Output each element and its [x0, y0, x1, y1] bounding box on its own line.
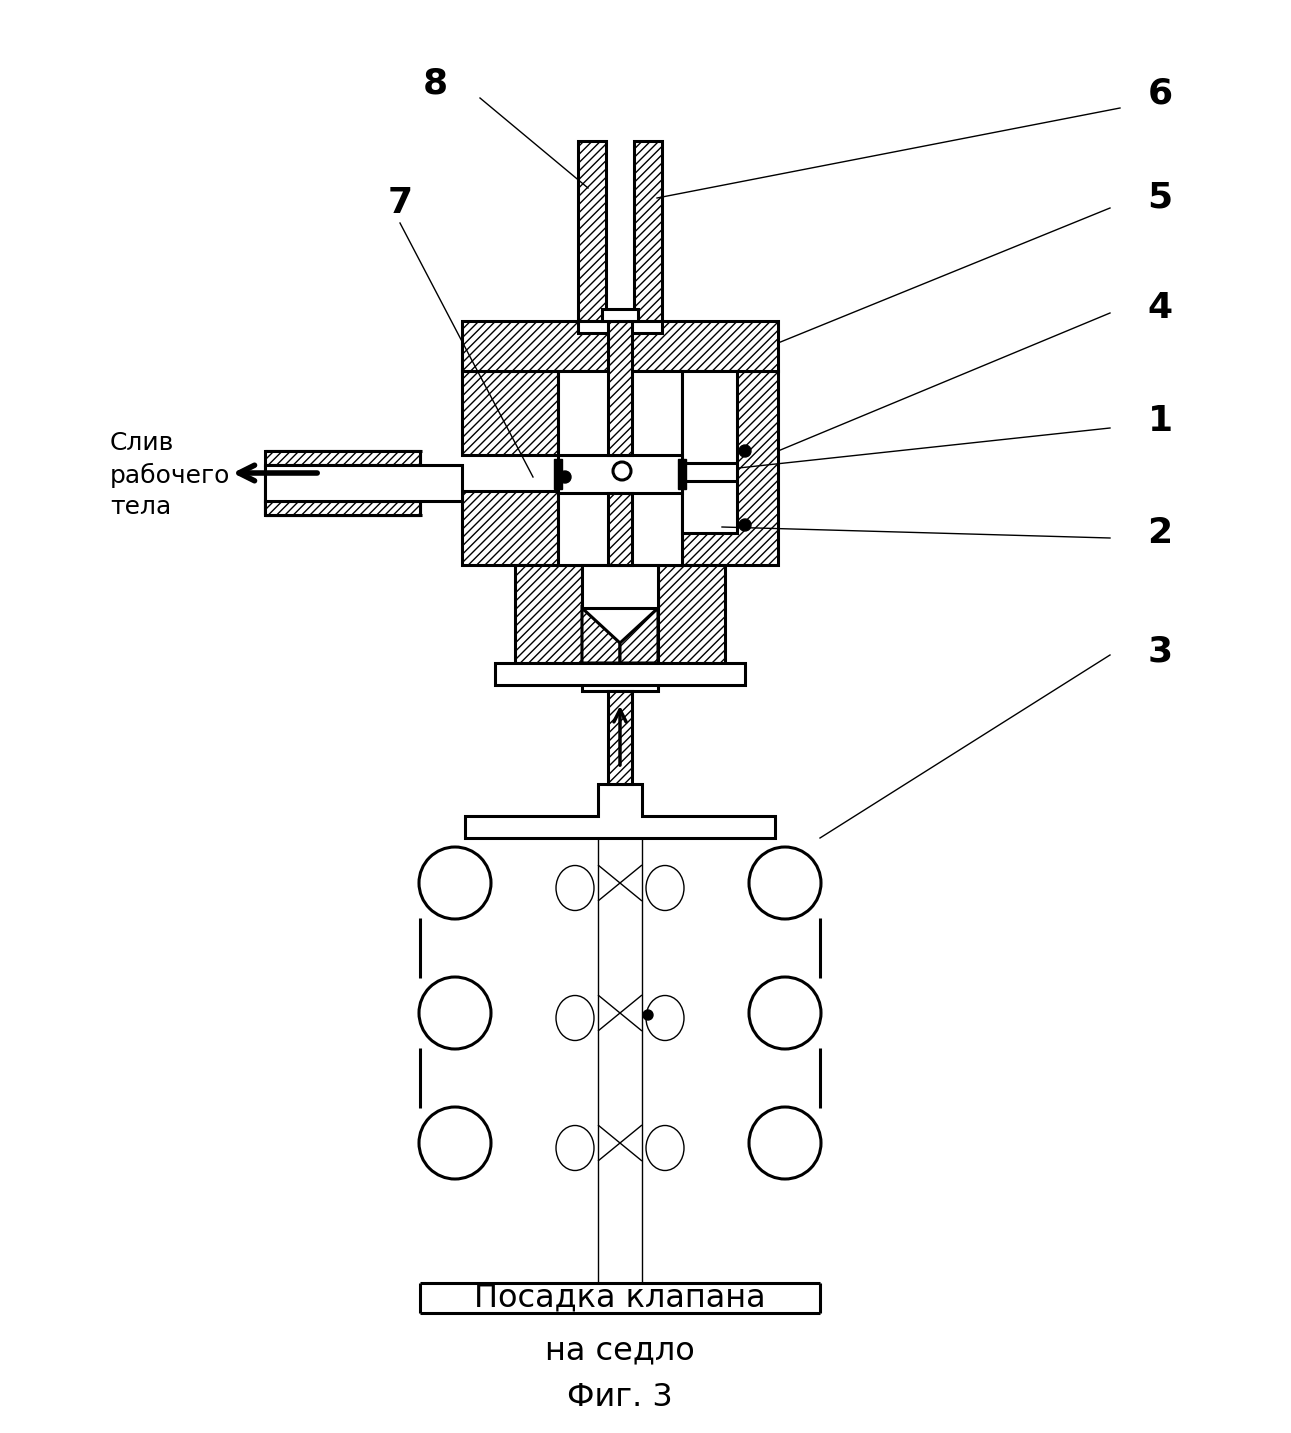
Bar — [602, 310, 638, 321]
Circle shape — [643, 1010, 653, 1020]
Bar — [265, 451, 420, 464]
Ellipse shape — [556, 996, 594, 1040]
Bar — [554, 459, 562, 489]
Ellipse shape — [556, 866, 594, 910]
Text: Фиг. 3: Фиг. 3 — [567, 1383, 673, 1413]
Bar — [582, 663, 658, 691]
Ellipse shape — [556, 1125, 594, 1171]
Text: 5: 5 — [1148, 181, 1172, 215]
Bar — [462, 321, 778, 371]
Text: 1: 1 — [1148, 404, 1172, 438]
Bar — [515, 565, 582, 663]
Bar — [494, 663, 745, 685]
Bar — [462, 492, 558, 565]
Text: 6: 6 — [1148, 76, 1172, 110]
Bar — [678, 459, 686, 489]
Bar — [608, 691, 633, 784]
Circle shape — [613, 461, 631, 480]
Text: 7: 7 — [387, 186, 413, 221]
Ellipse shape — [646, 1125, 684, 1171]
Text: Посадка клапана: Посадка клапана — [474, 1283, 766, 1314]
Ellipse shape — [420, 847, 491, 919]
Text: на седло: на седло — [545, 1336, 695, 1367]
Bar — [682, 463, 737, 481]
Bar — [462, 371, 558, 456]
Bar — [558, 371, 682, 565]
Text: 3: 3 — [1148, 633, 1172, 668]
Bar — [608, 493, 633, 565]
Polygon shape — [465, 784, 775, 838]
Text: 8: 8 — [422, 66, 448, 100]
Text: 4: 4 — [1148, 291, 1172, 325]
Ellipse shape — [646, 866, 684, 910]
Polygon shape — [620, 608, 658, 663]
Polygon shape — [582, 608, 620, 663]
Ellipse shape — [420, 977, 491, 1049]
Ellipse shape — [749, 847, 821, 919]
Text: Слив
рабочего
тела: Слив рабочего тела — [110, 430, 230, 519]
Circle shape — [559, 471, 571, 483]
Circle shape — [738, 519, 751, 532]
Bar — [578, 321, 662, 332]
Ellipse shape — [420, 1108, 491, 1179]
Bar — [682, 371, 737, 533]
Bar — [634, 140, 662, 321]
Bar — [682, 371, 778, 565]
Circle shape — [738, 446, 751, 457]
Bar — [608, 321, 633, 456]
Bar — [658, 565, 726, 663]
Ellipse shape — [749, 1108, 821, 1179]
Ellipse shape — [646, 996, 684, 1040]
Bar — [582, 565, 658, 608]
Ellipse shape — [749, 977, 821, 1049]
Bar — [265, 464, 462, 502]
Bar — [265, 502, 420, 514]
Bar — [578, 140, 605, 321]
Bar — [558, 456, 682, 493]
Text: 2: 2 — [1148, 516, 1172, 550]
